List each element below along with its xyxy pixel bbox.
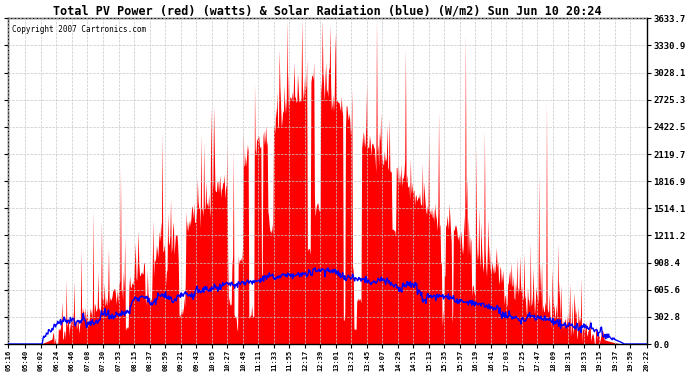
Text: Copyright 2007 Cartronics.com: Copyright 2007 Cartronics.com [12, 25, 146, 34]
Title: Total PV Power (red) (watts) & Solar Radiation (blue) (W/m2) Sun Jun 10 20:24: Total PV Power (red) (watts) & Solar Rad… [53, 4, 602, 17]
